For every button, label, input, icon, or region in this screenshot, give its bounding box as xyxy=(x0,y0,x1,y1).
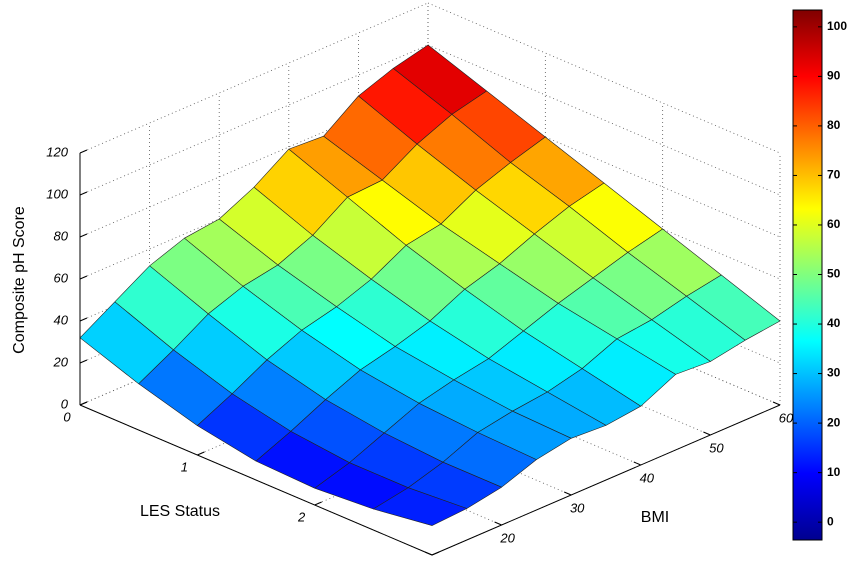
z-tick xyxy=(79,191,88,196)
x-axis xyxy=(79,404,433,556)
colorbar-tick-label: 80 xyxy=(827,118,841,132)
y-tick-label: 30 xyxy=(570,500,585,515)
colorbar-tick-label: 40 xyxy=(827,316,841,330)
z-tick-label: 120 xyxy=(46,144,68,159)
y-tick xyxy=(494,521,502,526)
y-axis xyxy=(431,404,781,556)
colorbar-tick-label: 70 xyxy=(827,168,841,182)
z-tick xyxy=(79,149,88,154)
z-tick-label: 60 xyxy=(54,270,69,285)
colorbar-tick-label: 90 xyxy=(827,69,841,83)
colorbar-tick-label: 30 xyxy=(827,366,841,380)
colorbar-tick-label: 0 xyxy=(827,514,834,528)
colorbar-tick-label: 10 xyxy=(827,465,841,479)
colorbar-ticks: 0 10 20 30 40 50 60 70 80 90 100 xyxy=(793,19,847,528)
x-tick xyxy=(79,401,88,406)
z-tick xyxy=(79,317,88,322)
colorbar-tick-label: 50 xyxy=(827,267,841,281)
y-tick xyxy=(424,551,433,556)
y-tick xyxy=(564,491,572,496)
y-tick xyxy=(633,461,641,466)
colorbar-tick-label: 100 xyxy=(827,19,847,33)
x-tick xyxy=(197,451,205,456)
z-tick xyxy=(79,359,88,364)
z-axis-label: Composite pH Score xyxy=(11,206,28,354)
surface xyxy=(79,44,781,526)
colorbar-tick-label: 60 xyxy=(827,217,841,231)
y-tick-label: 60 xyxy=(779,410,794,425)
y-tick xyxy=(703,431,711,436)
x-tick-label: 2 xyxy=(297,509,306,524)
z-tick-label: 40 xyxy=(54,312,69,327)
y-tick-label: 40 xyxy=(640,470,655,485)
y-tick-label: 50 xyxy=(709,440,724,455)
z-tick xyxy=(79,233,88,238)
axes: 0204060801001200123102030405060 xyxy=(46,144,794,566)
y-axis-label: BMI xyxy=(641,509,669,526)
x-axis-label: LES Status xyxy=(140,503,220,520)
colorbar-tick-label: 20 xyxy=(827,415,841,429)
y-tick-label: 20 xyxy=(499,530,515,545)
z-tick xyxy=(79,275,88,280)
x-tick-label: 1 xyxy=(181,459,188,474)
x-tick xyxy=(431,551,440,556)
y-tick xyxy=(772,401,781,406)
colorbar xyxy=(792,9,823,541)
surface-patch xyxy=(373,487,468,526)
z-tick-label: 80 xyxy=(54,228,69,243)
x-tick xyxy=(314,501,322,506)
z-tick-label: 20 xyxy=(53,354,69,369)
z-tick-label: 100 xyxy=(46,186,68,201)
x-tick-label: 0 xyxy=(63,409,71,424)
z-tick-label: 0 xyxy=(61,396,69,411)
